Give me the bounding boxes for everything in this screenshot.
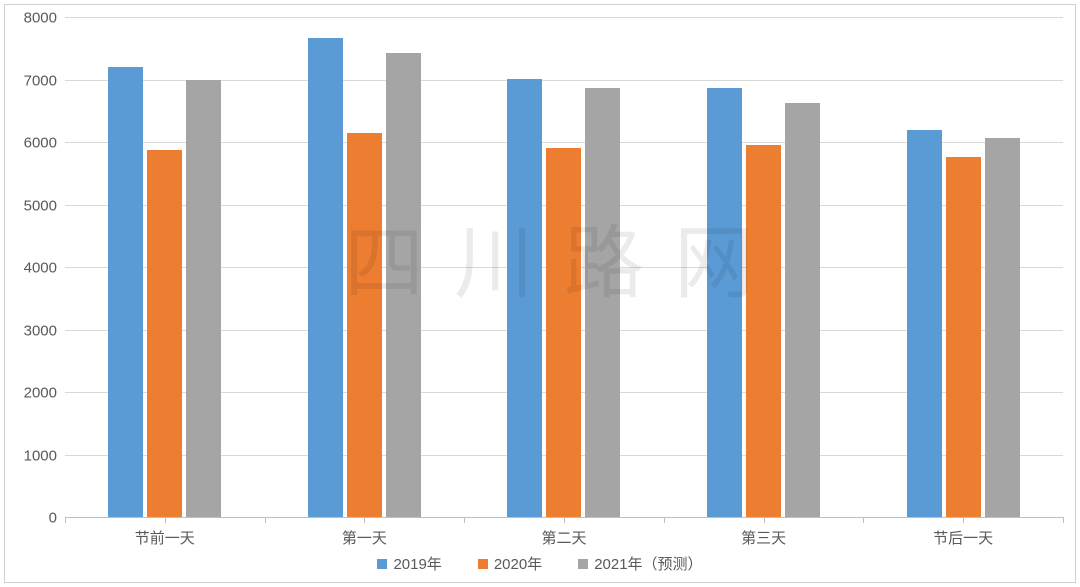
legend-item: 2021年（预测）	[578, 553, 702, 574]
y-tick-label: 1000	[24, 447, 57, 464]
bar	[985, 138, 1020, 517]
bar	[108, 67, 143, 517]
x-tick	[165, 517, 166, 523]
bar	[946, 157, 981, 517]
y-tick-label: 8000	[24, 10, 57, 27]
legend-item: 2019年	[377, 553, 441, 574]
bar	[186, 80, 221, 518]
plot-area: 010002000300040005000600070008000 节前一天第一…	[65, 17, 1063, 518]
x-tick-label: 第二天	[541, 527, 586, 548]
x-boundary-tick	[265, 517, 266, 523]
y-tick-label: 5000	[24, 197, 57, 214]
legend-swatch	[578, 559, 588, 569]
bar-chart: 010002000300040005000600070008000 节前一天第一…	[4, 4, 1076, 583]
bar-group: 节前一天	[65, 17, 265, 517]
bar-group: 第三天	[664, 17, 864, 517]
y-tick-label: 2000	[24, 385, 57, 402]
bar	[585, 88, 620, 517]
bar	[907, 130, 942, 518]
bar	[707, 88, 742, 517]
bar	[785, 103, 820, 517]
bar	[347, 133, 382, 517]
legend-swatch	[377, 559, 387, 569]
legend-swatch	[478, 559, 488, 569]
x-tick-label: 第三天	[741, 527, 786, 548]
bar-group: 第二天	[464, 17, 664, 517]
bar	[507, 79, 542, 517]
legend-label: 2021年（预测）	[594, 553, 702, 574]
x-tick	[364, 517, 365, 523]
legend-label: 2019年	[393, 553, 441, 574]
x-boundary-tick	[1063, 517, 1064, 523]
y-tick-label: 7000	[24, 72, 57, 89]
x-tick	[564, 517, 565, 523]
y-tick-label: 3000	[24, 322, 57, 339]
x-boundary-tick	[664, 517, 665, 523]
x-tick-label: 节后一天	[933, 527, 993, 548]
y-tick-label: 4000	[24, 260, 57, 277]
x-boundary-tick	[464, 517, 465, 523]
legend: 2019年 2020年 2021年（预测）	[5, 553, 1075, 574]
x-tick	[764, 517, 765, 523]
y-tick-label: 6000	[24, 135, 57, 152]
bar	[546, 148, 581, 517]
y-tick-label: 0	[49, 510, 57, 527]
x-tick-label: 节前一天	[135, 527, 195, 548]
legend-label: 2020年	[494, 553, 542, 574]
bar-groups: 节前一天第一天第二天第三天节后一天	[65, 17, 1063, 517]
x-tick-label: 第一天	[342, 527, 387, 548]
bar	[386, 53, 421, 517]
bar	[147, 150, 182, 517]
legend-item: 2020年	[478, 553, 542, 574]
bar-group: 节后一天	[863, 17, 1063, 517]
x-tick	[963, 517, 964, 523]
bar	[746, 145, 781, 517]
x-boundary-tick	[65, 517, 66, 523]
bar-group: 第一天	[265, 17, 465, 517]
bar	[308, 38, 343, 517]
x-boundary-tick	[863, 517, 864, 523]
